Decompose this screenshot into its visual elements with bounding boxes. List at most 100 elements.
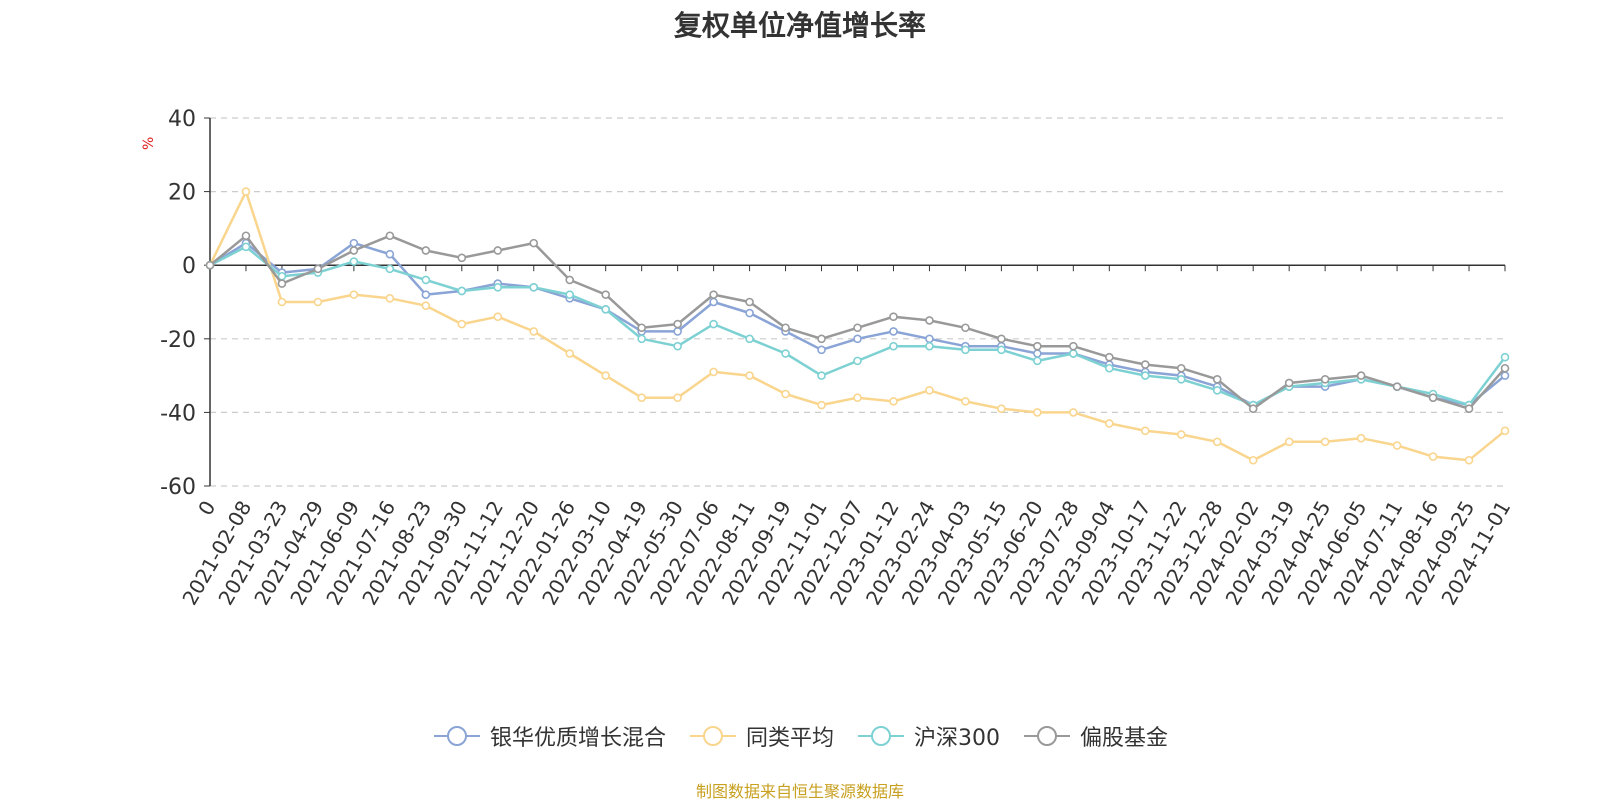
data-point	[889, 397, 898, 406]
data-point	[817, 371, 826, 380]
data-point	[385, 249, 395, 259]
data-point	[889, 341, 898, 351]
legend-label: 偏股基金	[1080, 726, 1169, 751]
data-point	[421, 301, 431, 310]
data-point	[853, 334, 862, 344]
legend-label: 同类平均	[745, 726, 834, 751]
data-point	[1320, 437, 1330, 447]
data-point	[1500, 426, 1510, 436]
data-point	[457, 319, 467, 329]
data-point	[745, 308, 754, 318]
data-point	[1464, 404, 1474, 414]
legend-item[interactable]: 银华优质增长混合	[432, 720, 666, 752]
legend-label: 银华优质增长混合	[489, 726, 666, 751]
data-point	[1212, 386, 1222, 395]
data-point	[1069, 341, 1078, 351]
data-point	[1033, 408, 1042, 417]
data-point	[925, 316, 934, 325]
data-point	[637, 393, 646, 402]
data-point	[1105, 363, 1114, 373]
data-point	[493, 312, 503, 322]
data-point	[1033, 356, 1042, 366]
chart-title: 复权单位净值增长率	[673, 9, 926, 42]
data-point	[637, 323, 646, 333]
data-point	[637, 334, 646, 344]
tick-labels: 40200-20-40-6002021-02-082021-03-232021-…	[160, 107, 1515, 609]
data-point	[1356, 433, 1366, 443]
data-point	[493, 282, 503, 292]
legend-marker-icon	[433, 726, 480, 746]
data-point	[997, 345, 1006, 355]
data-point	[601, 371, 610, 380]
data-point	[1176, 430, 1186, 439]
legend-item[interactable]: 沪深300	[856, 720, 1000, 752]
y-tick-label: 0	[182, 254, 196, 279]
data-point	[997, 404, 1006, 414]
legend-item[interactable]: 偏股基金	[1022, 720, 1168, 752]
y-tick-label: 20	[168, 181, 196, 206]
data-point	[457, 286, 467, 296]
data-point	[349, 246, 359, 255]
data-point	[853, 393, 862, 402]
data-point	[277, 279, 287, 288]
data-point	[961, 345, 970, 355]
data-point	[673, 341, 682, 351]
data-point	[1500, 371, 1510, 380]
data-point	[349, 238, 359, 248]
legend-marker-icon	[858, 726, 904, 746]
data-point	[1033, 349, 1042, 358]
data-point	[1500, 363, 1510, 373]
line-chart: 40200-20-40-6002021-02-082021-03-232021-…	[160, 107, 1515, 609]
data-point	[1212, 374, 1222, 384]
data-point	[1320, 374, 1330, 384]
grid-lines	[210, 117, 1505, 487]
data-point	[1248, 455, 1258, 465]
data-point	[925, 341, 934, 351]
data-point	[1105, 419, 1114, 428]
data-point	[565, 290, 575, 299]
data-point	[925, 334, 934, 344]
data-point	[781, 349, 790, 358]
legend: 银华优质增长混合 同类平均 沪深300 偏股基金	[0, 720, 1600, 752]
y-tick-label: 40	[168, 107, 196, 132]
data-point	[709, 290, 718, 299]
data-point	[709, 319, 718, 329]
data-point	[385, 294, 395, 303]
data-point	[853, 323, 862, 333]
data-point	[1284, 437, 1294, 447]
data-point	[385, 231, 395, 241]
data-point	[529, 238, 539, 248]
data-point	[673, 393, 682, 402]
data-point	[781, 323, 790, 333]
x-tick-label: 0	[193, 497, 220, 520]
data-point	[1248, 404, 1258, 414]
data-point	[1033, 341, 1042, 351]
data-point	[1140, 426, 1150, 436]
axes	[204, 117, 1506, 487]
data-point	[817, 345, 826, 355]
data-point	[457, 253, 467, 263]
data-point	[1069, 349, 1078, 358]
data-point	[817, 334, 826, 344]
data-point	[421, 275, 431, 285]
data-point	[1392, 382, 1402, 391]
data-point	[961, 397, 970, 406]
legend-marker-icon	[689, 726, 736, 746]
data-point	[1140, 360, 1150, 369]
data-point	[1284, 378, 1294, 388]
data-point	[241, 187, 251, 196]
data-point	[529, 282, 539, 292]
data-point	[601, 305, 610, 314]
legend-item[interactable]: 同类平均	[688, 720, 834, 752]
data-point	[241, 242, 251, 252]
data-point	[1428, 452, 1438, 461]
data-point	[889, 327, 898, 336]
legend-label: 沪深300	[914, 726, 1000, 751]
legend-marker-icon	[1024, 726, 1070, 746]
data-point	[565, 349, 575, 358]
data-point	[313, 264, 323, 274]
y-tick-label: -20	[160, 328, 196, 353]
data-point	[889, 312, 898, 322]
data-point	[205, 260, 215, 270]
data-point	[745, 334, 754, 344]
